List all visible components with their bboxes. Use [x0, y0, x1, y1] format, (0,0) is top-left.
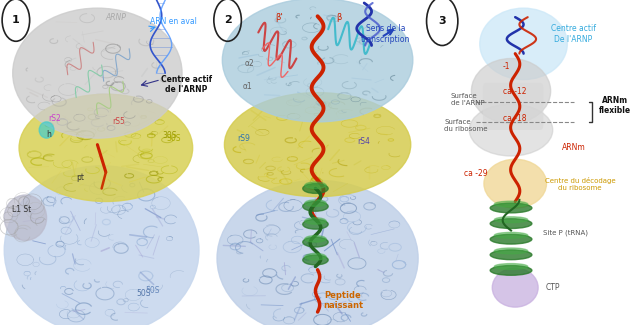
Text: 30S: 30S	[162, 131, 176, 140]
Text: ARN en aval: ARN en aval	[150, 17, 197, 26]
Text: rS2: rS2	[49, 114, 61, 123]
Ellipse shape	[222, 0, 413, 122]
Ellipse shape	[490, 250, 532, 260]
Text: 3: 3	[439, 16, 446, 26]
Text: α1: α1	[243, 82, 253, 91]
Text: β: β	[336, 13, 341, 22]
Ellipse shape	[303, 184, 328, 193]
Ellipse shape	[305, 182, 326, 188]
Ellipse shape	[494, 264, 528, 269]
Text: rS9: rS9	[237, 134, 250, 143]
Ellipse shape	[217, 180, 418, 325]
Ellipse shape	[484, 159, 547, 208]
Ellipse shape	[303, 202, 328, 211]
Ellipse shape	[490, 203, 532, 213]
Text: Centre actif
de l'ARNP: Centre actif de l'ARNP	[161, 75, 212, 94]
FancyBboxPatch shape	[483, 83, 544, 130]
Ellipse shape	[490, 266, 532, 275]
Text: 1: 1	[12, 15, 20, 25]
Text: ARNm: ARNm	[562, 143, 585, 152]
Text: 50S: 50S	[145, 286, 160, 295]
Text: ARNm
flexible: ARNm flexible	[599, 96, 631, 115]
Ellipse shape	[470, 104, 553, 156]
Text: 2: 2	[224, 15, 231, 25]
Ellipse shape	[494, 232, 528, 238]
Text: Centre actif
De l'ARNP: Centre actif De l'ARNP	[551, 24, 596, 44]
Text: pt: pt	[76, 173, 85, 182]
Text: L1 St: L1 St	[11, 205, 31, 214]
Ellipse shape	[492, 268, 538, 307]
Text: ca -12: ca -12	[504, 86, 527, 96]
Ellipse shape	[480, 8, 568, 80]
Text: CTP: CTP	[545, 283, 560, 292]
Ellipse shape	[305, 254, 326, 260]
Text: Surface
de l'ARNP: Surface de l'ARNP	[451, 93, 484, 106]
Text: -1: -1	[503, 62, 511, 71]
Ellipse shape	[303, 255, 328, 265]
Text: 50S: 50S	[137, 289, 151, 298]
Ellipse shape	[303, 219, 328, 229]
Text: Centre du décodage
du ribosome: Centre du décodage du ribosome	[545, 176, 615, 191]
Ellipse shape	[494, 217, 528, 223]
Ellipse shape	[494, 248, 528, 254]
Ellipse shape	[19, 94, 193, 202]
Text: 30S: 30S	[166, 134, 181, 143]
Text: rS4: rS4	[358, 137, 370, 146]
Ellipse shape	[305, 218, 326, 224]
Text: Sens de la
transcription: Sens de la transcription	[361, 24, 410, 44]
Ellipse shape	[4, 166, 199, 325]
Text: ca -29: ca -29	[464, 169, 487, 178]
Text: β': β'	[276, 13, 283, 22]
Text: Surface
du ribosome: Surface du ribosome	[444, 119, 488, 132]
Ellipse shape	[305, 200, 326, 206]
Ellipse shape	[305, 236, 326, 242]
Text: Peptide
naissant: Peptide naissant	[323, 291, 363, 310]
Text: rS5: rS5	[112, 117, 125, 126]
Ellipse shape	[224, 93, 411, 197]
Ellipse shape	[490, 234, 532, 244]
Text: h: h	[46, 130, 51, 139]
Text: ca -18: ca -18	[504, 114, 527, 123]
Ellipse shape	[494, 201, 528, 207]
Text: Site P (tRNA): Site P (tRNA)	[543, 229, 588, 236]
Ellipse shape	[39, 122, 54, 138]
Ellipse shape	[303, 237, 328, 247]
Text: α2: α2	[245, 59, 255, 68]
Ellipse shape	[490, 219, 532, 228]
Ellipse shape	[4, 195, 47, 240]
Text: ARNP: ARNP	[106, 13, 127, 22]
Ellipse shape	[13, 8, 182, 138]
Ellipse shape	[471, 58, 550, 124]
